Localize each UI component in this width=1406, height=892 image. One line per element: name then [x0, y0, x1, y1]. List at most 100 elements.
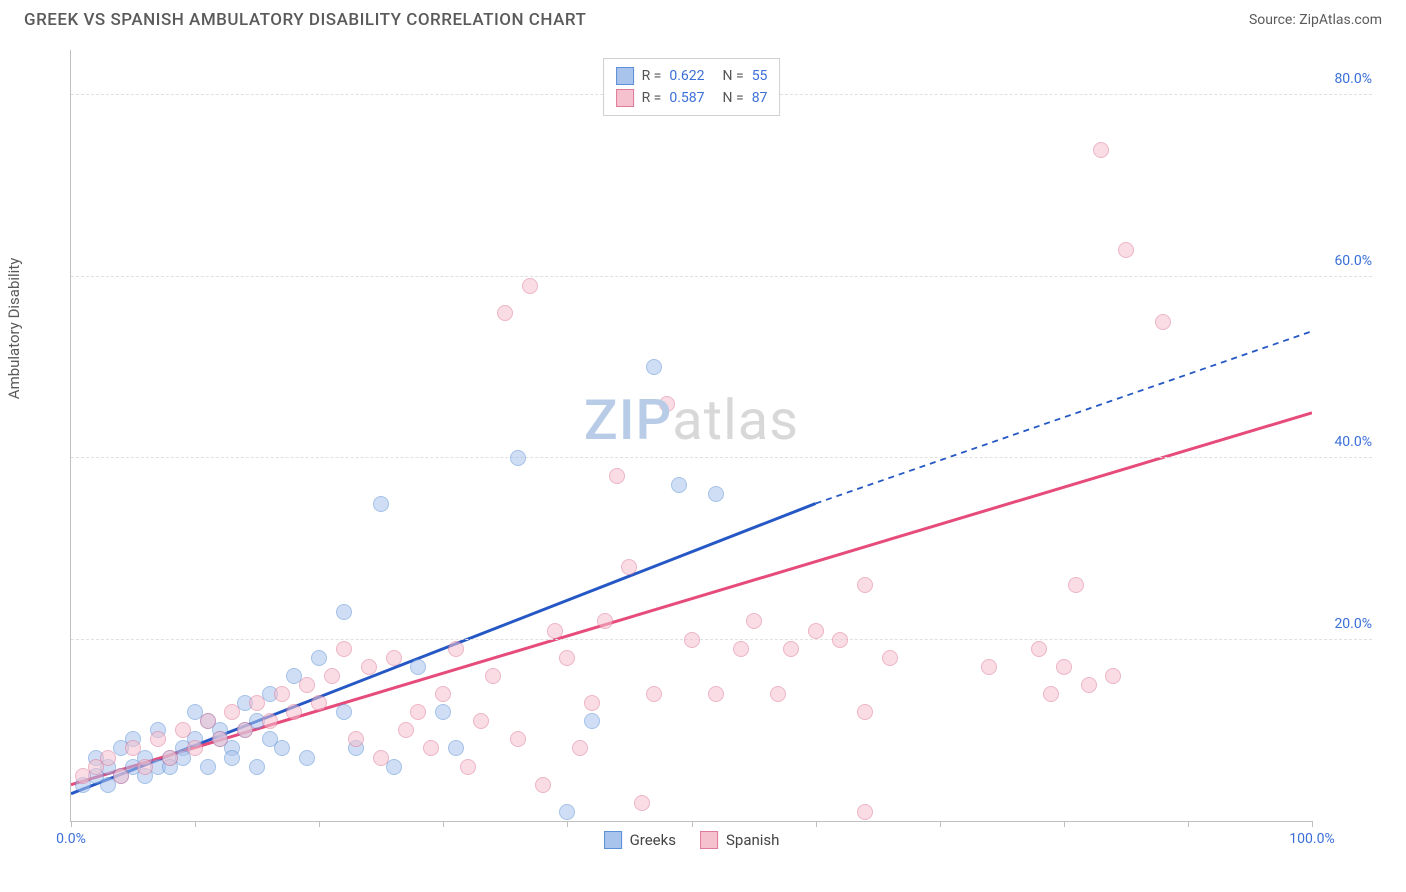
scatter-point [857, 804, 873, 820]
legend-row: R =0.622N =55 [616, 65, 768, 87]
scatter-point [311, 695, 327, 711]
scatter-point [435, 686, 451, 702]
x-tick [940, 821, 941, 827]
scatter-point [708, 486, 724, 502]
scatter-point [572, 740, 588, 756]
plot-region: ZIPatlas R =0.622N =55R =0.587N =87 Gree… [70, 50, 1312, 822]
x-tick [816, 821, 817, 827]
scatter-point [646, 359, 662, 375]
legend-swatch [616, 89, 634, 107]
scatter-point [175, 722, 191, 738]
scatter-point [1043, 686, 1059, 702]
scatter-point [733, 641, 749, 657]
scatter-point [274, 686, 290, 702]
scatter-point [410, 659, 426, 675]
scatter-point [708, 686, 724, 702]
scatter-point [1031, 641, 1047, 657]
scatter-point [398, 722, 414, 738]
scatter-point [832, 632, 848, 648]
watermark: ZIPatlas [584, 387, 799, 453]
scatter-point [249, 695, 265, 711]
x-tick [1312, 821, 1313, 827]
scatter-point [137, 759, 153, 775]
scatter-point [609, 468, 625, 484]
scatter-point [299, 750, 315, 766]
scatter-point [1155, 314, 1171, 330]
scatter-point [510, 450, 526, 466]
scatter-point [857, 704, 873, 720]
scatter-point [386, 650, 402, 666]
scatter-point [1056, 659, 1072, 675]
legend-swatch [604, 831, 622, 849]
scatter-point [373, 750, 389, 766]
scatter-point [1118, 242, 1134, 258]
x-tick-label: 100.0% [1289, 831, 1334, 847]
scatter-point [746, 613, 762, 629]
scatter-point [336, 704, 352, 720]
scatter-point [125, 740, 141, 756]
scatter-point [348, 731, 364, 747]
y-axis-label: Ambulatory Disability [5, 258, 23, 400]
scatter-point [423, 740, 439, 756]
scatter-point [684, 632, 700, 648]
scatter-point [100, 750, 116, 766]
scatter-point [485, 668, 501, 684]
scatter-point [311, 650, 327, 666]
scatter-point [1105, 668, 1121, 684]
scatter-point [324, 668, 340, 684]
scatter-point [770, 686, 786, 702]
x-tick [443, 821, 444, 827]
scatter-point [857, 577, 873, 593]
scatter-point [373, 496, 389, 512]
scatter-point [336, 641, 352, 657]
x-tick [1188, 821, 1189, 827]
x-tick [319, 821, 320, 827]
scatter-point [200, 713, 216, 729]
x-tick [567, 821, 568, 827]
y-tick-label: 80.0% [1334, 71, 1372, 87]
scatter-point [262, 713, 278, 729]
scatter-point [547, 623, 563, 639]
scatter-point [882, 650, 898, 666]
scatter-point [981, 659, 997, 675]
y-tick-label: 40.0% [1334, 434, 1372, 450]
scatter-point [621, 559, 637, 575]
legend-swatch [616, 67, 634, 85]
scatter-point [808, 623, 824, 639]
scatter-point [200, 759, 216, 775]
y-tick-label: 20.0% [1334, 616, 1372, 632]
scatter-point [336, 604, 352, 620]
scatter-point [559, 650, 575, 666]
scatter-point [262, 731, 278, 747]
scatter-point [249, 759, 265, 775]
scatter-point [286, 704, 302, 720]
scatter-point [646, 686, 662, 702]
scatter-point [299, 677, 315, 693]
legend-item: Greeks [604, 831, 676, 849]
scatter-point [634, 795, 650, 811]
gridline-h [71, 639, 1372, 640]
scatter-point [224, 750, 240, 766]
source-attribution: Source: ZipAtlas.com [1249, 12, 1382, 28]
legend-swatch [700, 831, 718, 849]
scatter-point [522, 278, 538, 294]
scatter-point [659, 396, 675, 412]
x-tick [195, 821, 196, 827]
x-tick [71, 821, 72, 827]
x-tick [1064, 821, 1065, 827]
scatter-point [1081, 677, 1097, 693]
legend-item: Spanish [700, 831, 779, 849]
scatter-point [435, 704, 451, 720]
scatter-point [497, 305, 513, 321]
scatter-point [671, 477, 687, 493]
scatter-point [510, 731, 526, 747]
y-tick-label: 60.0% [1334, 253, 1372, 269]
x-tick-label: 0.0% [56, 831, 86, 847]
scatter-point [597, 613, 613, 629]
scatter-point [535, 777, 551, 793]
gridline-h [71, 457, 1372, 458]
scatter-point [1093, 142, 1109, 158]
gridline-h [71, 276, 1372, 277]
scatter-point [237, 722, 253, 738]
scatter-point [361, 659, 377, 675]
